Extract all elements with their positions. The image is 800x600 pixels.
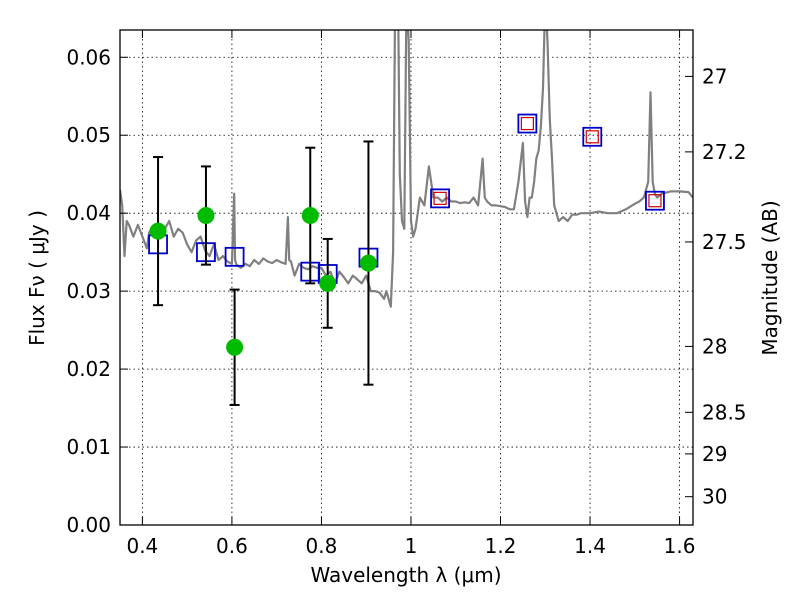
x-tick-label: 1.4 [574, 534, 606, 558]
ticks: 0.4 0.6 0.8 1 1.2 1.4 1.6 0.00 0.01 0.02 0.03 0.04 0… [66, 30, 747, 558]
observed-upper-band-square [648, 194, 662, 208]
mag-tick-label: 28.5 [702, 400, 747, 424]
mag-tick-label: 27.5 [702, 230, 747, 254]
y-tick-label: 0.00 [66, 513, 111, 537]
series [120, 30, 693, 406]
x-axis-title: Wavelength λ (μm) [310, 563, 501, 587]
plot-frame [119, 29, 694, 526]
observed-upper-band-square [520, 116, 534, 131]
y-axis-title: Flux Fν ( μJy ) [25, 210, 49, 346]
mag-tick-label: 29 [702, 442, 727, 466]
mag-tick-label: 27 [702, 64, 727, 88]
x-tick-label: 0.6 [216, 534, 248, 558]
x-tick-label: 1.2 [485, 534, 517, 558]
model-sed-line [120, 30, 693, 308]
observed-point [359, 254, 377, 272]
y-tick-label: 0.04 [66, 201, 111, 225]
model-photometry-square [430, 188, 450, 209]
observed-point [149, 222, 167, 240]
y-tick-label: 0.03 [66, 279, 111, 303]
x-tick-label: 0.8 [306, 534, 338, 558]
observed-point [319, 274, 337, 292]
observed-point [197, 207, 215, 225]
observed-point [226, 338, 244, 356]
x-tick-label: 1 [405, 534, 418, 558]
model-photometry-square [224, 246, 245, 267]
y-tick-label: 0.05 [66, 123, 111, 147]
y-tick-label: 0.01 [66, 435, 111, 459]
mag-tick-label: 30 [702, 485, 727, 509]
model-photometry-square [645, 190, 665, 211]
y-tick-label: 0.02 [66, 357, 111, 381]
y2-axis-title: Magnitude (AB) [758, 200, 782, 355]
mag-tick-label: 27.2 [702, 140, 747, 164]
x-tick-label: 1.6 [664, 534, 696, 558]
model-photometry-square [517, 113, 538, 134]
plot-background [120, 30, 693, 525]
grid [120, 30, 693, 526]
observed-point [301, 207, 319, 225]
mag-tick-label: 28 [702, 334, 727, 358]
x-tick-label: 0.4 [126, 534, 158, 558]
y-tick-label: 0.06 [66, 45, 111, 69]
observed-upper-band-square [433, 191, 447, 205]
observed-upper-band-square [585, 130, 599, 144]
model-photometry-square [582, 126, 603, 147]
